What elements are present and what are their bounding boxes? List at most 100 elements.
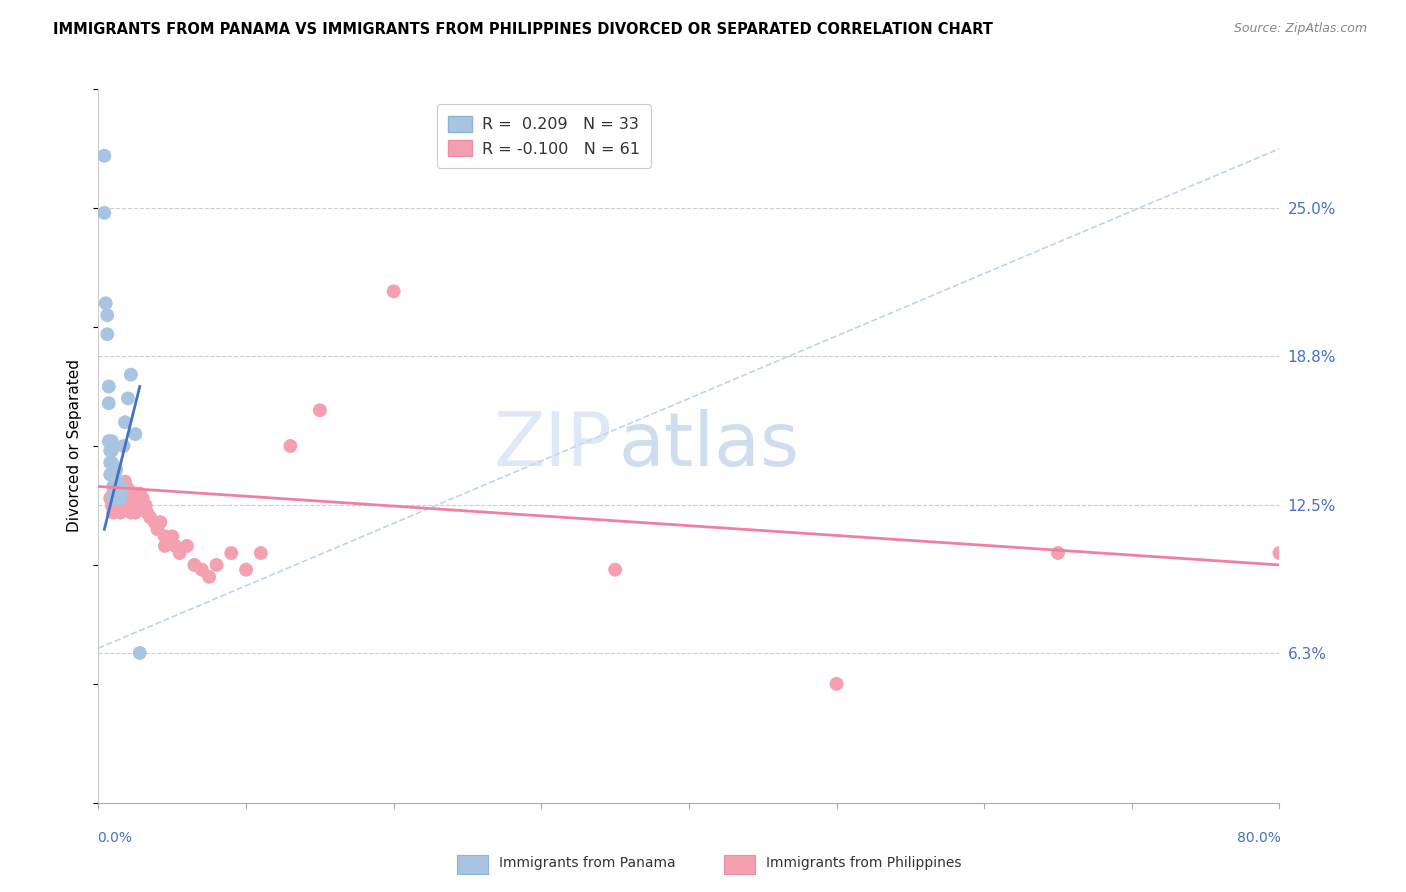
Point (191, 563, 214, 577)
Point (280, 439, 302, 453)
Point (114, 491, 136, 506)
Point (96, 308, 118, 322)
Point (93, 206, 115, 220)
Point (382, 285, 405, 299)
Point (103, 486, 125, 500)
Point (235, 563, 257, 577)
Point (98, 467, 121, 482)
Point (107, 475, 129, 489)
Point (98, 456, 121, 470)
Point (97, 379, 120, 393)
Point (128, 486, 150, 500)
Point (1268, 546, 1291, 560)
Point (103, 458, 125, 472)
Point (103, 467, 125, 482)
Point (108, 499, 131, 513)
Point (605, 563, 627, 577)
Point (162, 529, 183, 543)
Point (110, 491, 132, 506)
Point (110, 506, 132, 520)
Point (120, 506, 142, 520)
Point (100, 499, 122, 513)
Point (100, 434, 122, 449)
Point (198, 570, 221, 584)
Point (112, 439, 135, 453)
Point (125, 491, 148, 506)
Text: ZIP: ZIP (494, 409, 612, 483)
Point (100, 456, 122, 470)
Point (149, 515, 172, 529)
Point (169, 546, 191, 560)
Point (121, 491, 143, 506)
Point (120, 368, 142, 382)
Point (111, 479, 134, 493)
Point (124, 486, 146, 500)
Point (111, 482, 134, 496)
Legend: R =  0.209   N = 33, R = -0.100   N = 61: R = 0.209 N = 33, R = -0.100 N = 61 (437, 104, 651, 168)
Text: atlas: atlas (619, 409, 799, 483)
Point (122, 499, 145, 513)
Point (183, 558, 205, 572)
Point (157, 534, 180, 549)
Point (153, 539, 176, 553)
Point (112, 486, 135, 500)
Point (107, 475, 129, 489)
Point (127, 499, 149, 513)
Point (153, 529, 176, 543)
Point (176, 539, 198, 553)
Text: Source: ZipAtlas.com: Source: ZipAtlas.com (1233, 22, 1367, 36)
Point (124, 506, 146, 520)
Point (104, 499, 127, 513)
Point (309, 403, 332, 417)
Point (117, 482, 139, 496)
Point (111, 491, 134, 506)
Point (143, 515, 166, 529)
Point (105, 463, 128, 477)
Point (825, 677, 848, 691)
Point (221, 546, 243, 560)
Point (108, 486, 131, 500)
Point (128, 646, 150, 660)
Y-axis label: Divorced or Separated: Divorced or Separated (67, 359, 83, 533)
Point (205, 558, 228, 572)
Point (250, 546, 273, 560)
Point (100, 467, 122, 482)
Point (104, 467, 127, 482)
Point (117, 392, 139, 406)
Point (132, 491, 155, 506)
Point (118, 486, 141, 500)
Point (103, 491, 125, 506)
Point (94, 296, 117, 310)
Point (103, 479, 125, 493)
Point (112, 499, 135, 513)
Point (117, 491, 139, 506)
Point (136, 506, 159, 520)
Point (98, 443, 121, 458)
Point (110, 491, 132, 506)
Text: IMMIGRANTS FROM PANAMA VS IMMIGRANTS FROM PHILIPPINES DIVORCED OR SEPARATED CORR: IMMIGRANTS FROM PANAMA VS IMMIGRANTS FRO… (53, 22, 993, 37)
Text: 0.0%: 0.0% (97, 831, 132, 845)
Point (97, 396, 120, 410)
Point (146, 522, 169, 536)
Point (93, 149, 115, 163)
Point (105, 463, 128, 477)
Text: Immigrants from Philippines: Immigrants from Philippines (766, 856, 962, 871)
Point (104, 467, 127, 482)
Point (1046, 546, 1070, 560)
Point (115, 486, 138, 500)
Point (107, 491, 129, 506)
Point (96, 327, 118, 342)
Point (139, 510, 162, 524)
Point (114, 475, 136, 489)
Point (108, 482, 131, 496)
Point (98, 491, 121, 506)
Point (103, 506, 125, 520)
Text: Immigrants from Panama: Immigrants from Panama (499, 856, 676, 871)
Point (120, 491, 142, 506)
Point (97, 434, 120, 449)
Point (105, 479, 128, 493)
Point (100, 443, 122, 458)
Point (105, 491, 128, 506)
Point (135, 499, 157, 513)
Text: 80.0%: 80.0% (1237, 831, 1281, 845)
